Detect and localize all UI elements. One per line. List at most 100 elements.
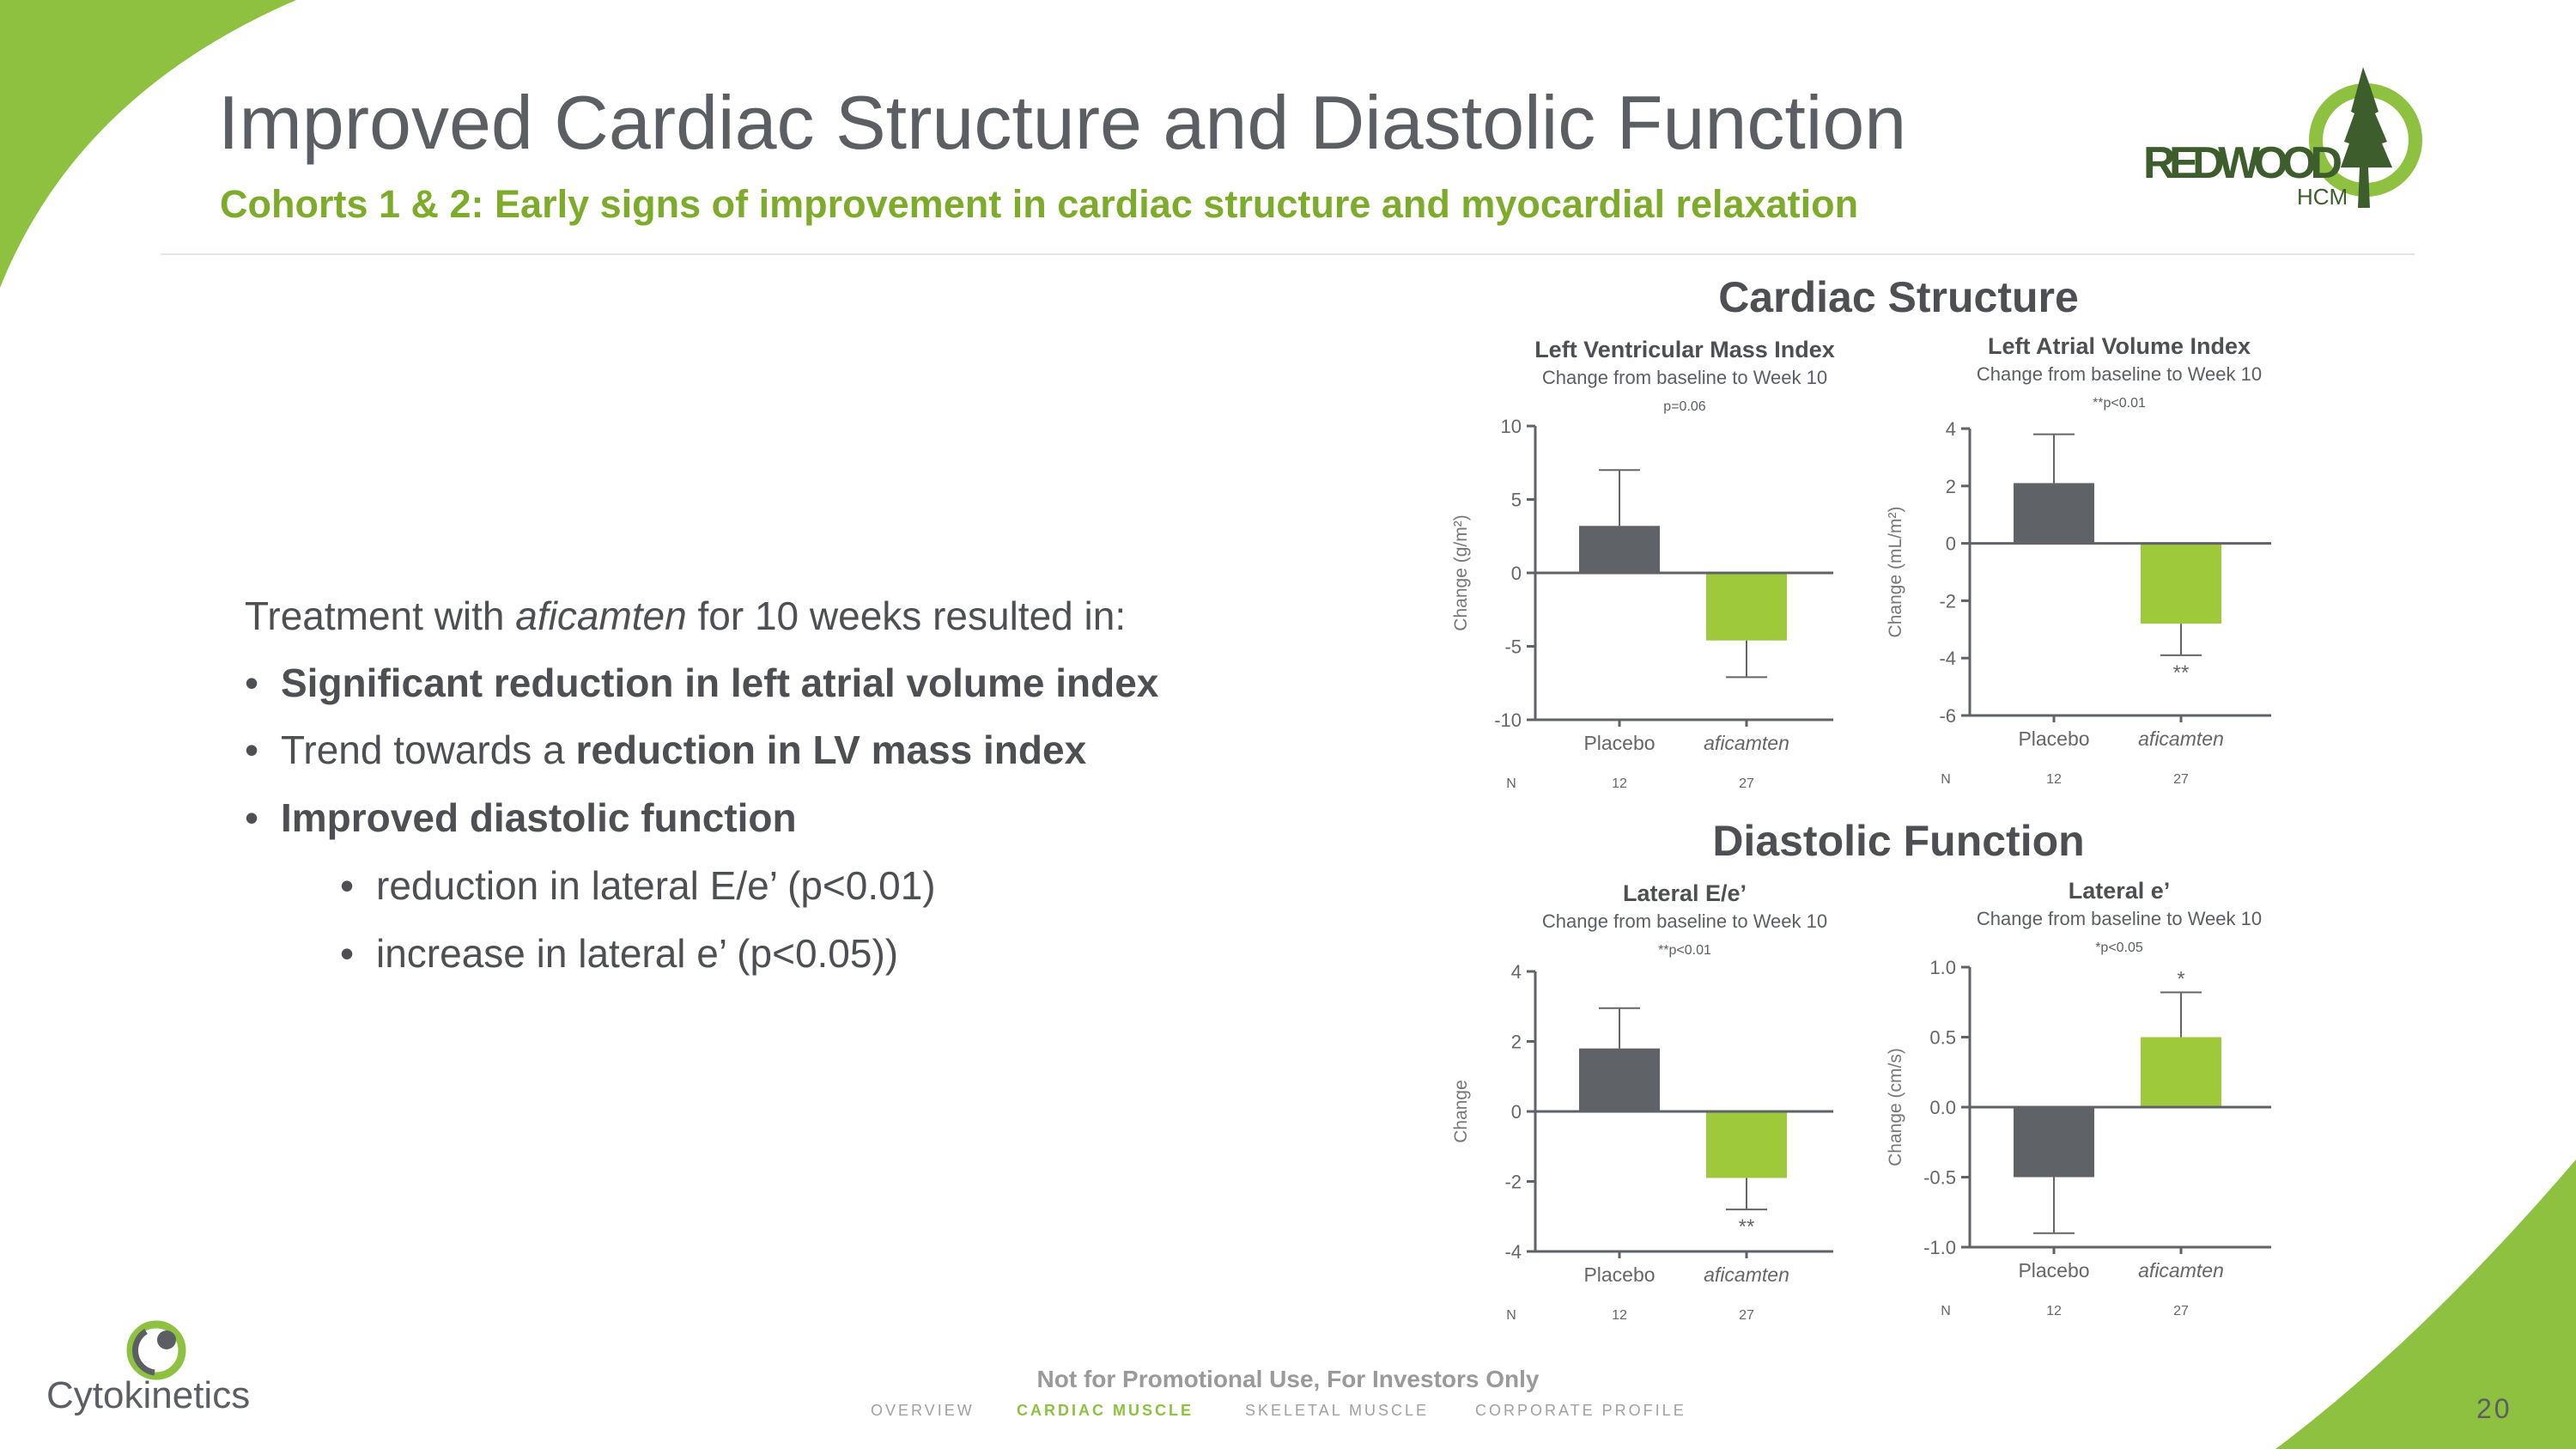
- y-tick-label: 0: [1511, 1101, 1522, 1123]
- n-label: N: [1941, 1304, 1951, 1318]
- y-tick-label: 2: [1946, 476, 1956, 497]
- cytokinetics-logo-icon: [126, 1320, 186, 1380]
- disclaimer: Not for Promotional Use, For Investors O…: [1036, 1366, 1540, 1392]
- top-left-green-swoosh: [0, 0, 296, 288]
- intro-text-end: for 10 weeks resulted in:: [686, 594, 1127, 638]
- y-tick-label: 2: [1511, 1032, 1522, 1053]
- y-tick-label: 0: [1511, 563, 1522, 584]
- category-label: aficamten: [1704, 1263, 1789, 1286]
- n-value: 27: [2173, 772, 2189, 787]
- redwood-wordmark: REDWOOD: [2143, 138, 2342, 188]
- intro-line: Treatment with aficamten for 10 weeks re…: [245, 593, 1126, 639]
- bar-placebo: [1579, 1048, 1660, 1111]
- cytokinetics-wordmark: Cytokinetics: [46, 1374, 251, 1416]
- significance-marker: **: [2173, 661, 2190, 685]
- y-tick-label: 0.5: [1929, 1027, 1956, 1049]
- chart-subtitle: Change from baseline to Week 10: [1542, 367, 1827, 388]
- n-label: N: [1941, 772, 1951, 787]
- sub-bullet-text: reduction in lateral E/e’ (p<0.01): [376, 863, 936, 908]
- y-tick-label: -2: [1939, 590, 1956, 612]
- n-value: 12: [2046, 1304, 2062, 1318]
- nav-cardiac-muscle[interactable]: CARDIAC MUSCLE: [1017, 1402, 1194, 1419]
- significance-marker: **: [1739, 1215, 1755, 1239]
- n-value: 27: [1739, 776, 1754, 791]
- bar-chart-1: Left Ventricular Mass Index Change from b…: [1451, 337, 1835, 791]
- sub-bullet-item: • reduction in lateral E/e’ (p<0.01): [340, 863, 936, 908]
- page-subtitle: Cohorts 1 & 2: Early signs of improvemen…: [220, 182, 1859, 226]
- y-tick-label: -4: [1939, 648, 1956, 669]
- y-tick-label: -0.5: [1923, 1167, 1956, 1189]
- y-tick-label: 4: [1946, 418, 1956, 440]
- bullet-item: • Significant reduction in left atrial vo…: [245, 661, 1159, 705]
- y-tick-label: 4: [1511, 961, 1522, 983]
- bar-aficamten: [2141, 1037, 2221, 1107]
- chart-subtitle: Change from baseline to Week 10: [1542, 910, 1827, 932]
- category-label: Placebo: [1583, 1263, 1655, 1286]
- sub-bullet-item: • increase in lateral e’ (p<0.05)): [340, 931, 899, 976]
- n-value: 12: [1612, 776, 1627, 791]
- bullet-bold-text: Significant reduction in left atrial vol…: [281, 661, 1159, 705]
- nav-corporate-profile[interactable]: CORPORATE PROFILE: [1475, 1402, 1686, 1419]
- category-label: aficamten: [1704, 732, 1789, 754]
- section-title-cardiac-structure: Cardiac Structure: [1718, 273, 2079, 321]
- y-tick-label: 10: [1501, 416, 1522, 437]
- intro-text: Treatment with: [245, 594, 516, 638]
- n-value: 27: [1739, 1308, 1754, 1323]
- chart-title: Left Ventricular Mass Index: [1534, 337, 1835, 362]
- nav-skeletal-muscle[interactable]: SKELETAL MUSCLE: [1245, 1402, 1430, 1419]
- section-title-diastolic-function: Diastolic Function: [1712, 817, 2085, 865]
- bar-placebo: [2014, 1107, 2094, 1178]
- n-label: N: [1506, 776, 1516, 791]
- n-value: 12: [1612, 1308, 1627, 1323]
- category-label: aficamten: [2138, 728, 2224, 750]
- n-value: 12: [2046, 772, 2062, 787]
- bullet-bold-text: reduction in LV mass index: [575, 728, 1087, 772]
- bottom-right-green-swoosh: [2275, 1160, 2576, 1449]
- y-axis-label: Change (mL/m²): [1886, 507, 1905, 638]
- category-label: Placebo: [1583, 732, 1655, 754]
- n-label: N: [1506, 1308, 1516, 1323]
- hcm-wordmark: HCM: [2297, 184, 2348, 210]
- p-value-label: *p<0.05: [2095, 941, 2143, 955]
- bar-aficamten: [1706, 1111, 1787, 1178]
- significance-marker: *: [2177, 967, 2184, 990]
- y-tick-label: -1.0: [1923, 1237, 1956, 1258]
- y-tick-label: 0: [1946, 533, 1956, 555]
- sub-bullet-text: increase in lateral e’ (p<0.05)): [376, 931, 899, 976]
- y-tick-label: -2: [1504, 1172, 1522, 1193]
- y-tick-label: 5: [1511, 490, 1522, 511]
- y-tick-label: 1.0: [1929, 957, 1956, 978]
- bar-chart-4: Lateral e’ Change from baseline to Week 1…: [1886, 878, 2271, 1318]
- nav-overview[interactable]: OVERVIEW: [871, 1402, 975, 1419]
- y-tick-label: -4: [1504, 1241, 1522, 1263]
- bar-aficamten: [1706, 573, 1787, 641]
- y-tick-label: -5: [1504, 636, 1522, 658]
- y-tick-label: 0.0: [1929, 1097, 1956, 1118]
- y-axis-label: Change: [1451, 1080, 1471, 1143]
- category-label: Placebo: [2018, 728, 2089, 750]
- chart-title: Left Atrial Volume Index: [1988, 333, 2251, 359]
- y-tick-label: -10: [1494, 709, 1522, 731]
- bullet-item: • Improved diastolic function: [245, 795, 797, 840]
- bar-placebo: [2014, 483, 2094, 544]
- y-axis-label: Change (cm/s): [1886, 1048, 1905, 1166]
- n-value: 27: [2173, 1304, 2189, 1318]
- header-divider: [161, 253, 2415, 255]
- y-axis-label: Change (g/m²): [1451, 514, 1471, 630]
- chart-subtitle: Change from baseline to Week 10: [1977, 908, 2262, 929]
- redwood-hcm-logo: REDWOOD HCM: [2143, 67, 2422, 210]
- tree-icon: [2341, 67, 2392, 208]
- page-number: 20: [2476, 1393, 2512, 1424]
- page-title: Improved Cardiac Structure and Diastolic…: [218, 80, 1907, 165]
- bar-chart-2: Left Atrial Volume Index Change from base…: [1886, 333, 2271, 787]
- bar-aficamten: [2141, 543, 2221, 624]
- bar-placebo: [1579, 526, 1660, 573]
- chart-subtitle: Change from baseline to Week 10: [1977, 363, 2262, 385]
- bullet-text: Trend towards a: [281, 728, 576, 772]
- p-value-label: **p<0.01: [1658, 943, 1711, 958]
- p-value-label: p=0.06: [1663, 399, 1705, 414]
- chart-title: Lateral E/e’: [1623, 880, 1747, 906]
- drug-name: aficamten: [515, 594, 687, 638]
